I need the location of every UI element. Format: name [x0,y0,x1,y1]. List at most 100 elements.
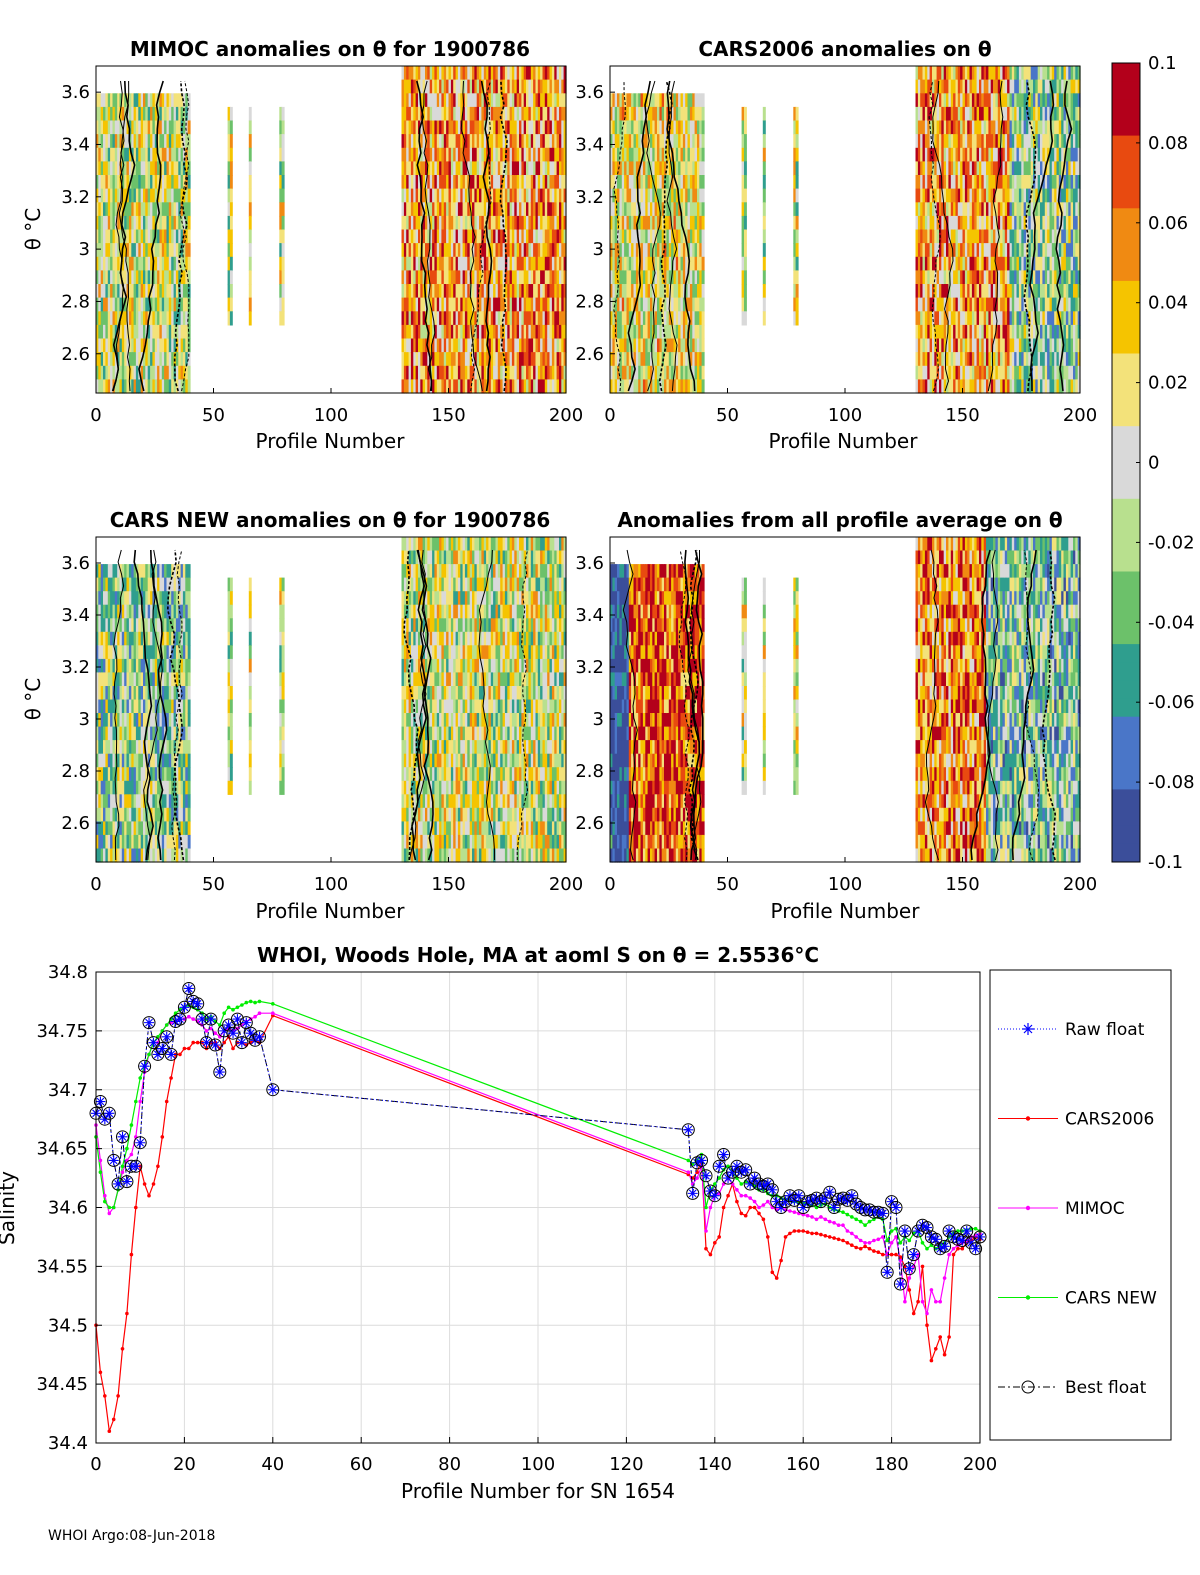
heatmap-cell [427,93,431,108]
heatmap-cell [561,352,565,367]
heatmap-cell [519,79,522,94]
heatmap-cell [612,338,616,353]
heatmap-cell [107,352,111,367]
heatmap-cell [415,311,419,326]
heatmap-cell [460,338,464,353]
heatmap-cell [544,202,548,217]
heatmap-cell [434,202,438,217]
heatmap-cell [507,120,511,135]
heatmap-cell [100,352,104,367]
heatmap-cell [556,161,560,176]
heatmap-cell [131,161,135,176]
heatmap-cell [103,215,106,231]
heatmap-cell [159,352,163,367]
heatmap-cell [450,106,454,122]
heatmap-cell [103,352,106,367]
heatmap-cell [103,120,106,135]
heatmap-cell [457,270,461,285]
heatmap-cell [521,270,525,285]
heatmap-cell [439,188,443,203]
heatmap-cell [472,270,475,285]
heatmap-cell [523,66,527,81]
heatmap-cell [500,66,504,81]
heatmap-cell [497,215,501,231]
heatmap-cell [135,243,139,258]
heatmap-cell [171,229,175,244]
heatmap-cell [614,229,618,244]
heatmap-cell [612,175,616,190]
heatmap-cell [481,120,485,135]
heatmap-cell [547,297,551,312]
heatmap-cell [507,215,511,231]
heatmap-cell [535,106,539,122]
heatmap-cell [493,215,497,231]
heatmap-cell [540,120,544,135]
heatmap-cell [173,243,177,258]
heatmap-cell [535,134,539,149]
heatmap-cell [467,243,471,258]
heatmap-cell [544,93,548,108]
heatmap-cell [561,175,565,190]
heatmap-cell [425,93,428,108]
panel2-title: CARS2006 anomalies on θ [698,37,991,61]
heatmap-cell [175,161,179,176]
heatmap-cell [559,379,562,394]
heatmap-cell [544,270,548,285]
heatmap-cell [135,311,139,326]
heatmap-cell [509,215,513,231]
heatmap-cell [495,365,499,380]
heatmap-cell [493,297,497,312]
heatmap-cell [511,243,515,258]
heatmap-cell [795,188,799,203]
heatmap-cell [490,188,494,203]
heatmap-cell [147,297,151,312]
heatmap-cell [439,311,443,326]
heatmap-cell [535,365,539,380]
heatmap-cell [281,311,285,326]
heatmap-cell [152,324,156,340]
heatmap-cell [413,215,417,231]
heatmap-cell [410,297,414,312]
heatmap-cell [472,93,475,108]
heatmap-cell [103,147,106,162]
heatmap-cell [159,365,163,380]
heatmap-cell [143,175,146,190]
heatmap-cell [744,188,747,203]
heatmap-cell [472,175,475,190]
heatmap-cell [408,106,412,122]
heatmap-cell [159,202,163,217]
heatmap-cell [403,120,407,135]
heatmap-cell [159,175,163,190]
heatmap-cell [110,379,114,394]
heatmap-cell [168,229,172,244]
heatmap-cell [145,93,149,108]
heatmap-cell [227,147,231,162]
heatmap-cell [464,270,468,285]
heatmap-cell [96,352,99,367]
heatmap-cell [476,379,480,394]
heatmap-cell [112,270,116,285]
heatmap-cell [434,338,438,353]
heatmap-cell [135,120,139,135]
heatmap-cell [509,379,513,394]
heatmap-cell [279,270,283,285]
heatmap-cell [121,175,125,190]
heatmap-cell [100,188,104,203]
heatmap-cell [126,134,130,149]
heatmap-cell [610,93,613,108]
heatmap-cell [547,352,551,367]
heatmap-cell [511,270,515,285]
heatmap-cell [509,284,513,299]
heatmap-cell [171,106,175,122]
heatmap-cell [488,93,492,108]
heatmap-cell [117,297,121,312]
heatmap-cell [131,188,135,203]
heatmap-cell [547,66,551,81]
heatmap-cell [612,215,616,231]
heatmap-cell [448,215,452,231]
heatmap-cell [554,297,558,312]
heatmap-cell [490,311,494,326]
heatmap-cell [455,243,459,258]
heatmap-cell [436,175,440,190]
heatmap-cell [403,106,407,122]
